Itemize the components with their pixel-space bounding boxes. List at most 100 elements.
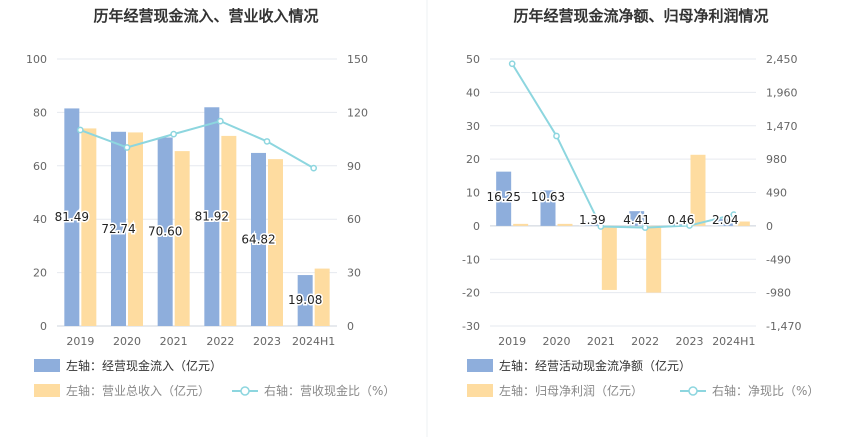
left-tick-label: 0 — [473, 220, 480, 233]
legend-marker — [688, 386, 698, 396]
left-tick-label: 0 — [40, 320, 47, 333]
left-tick-label: 30 — [466, 120, 480, 133]
line-point — [76, 126, 84, 134]
bar-primary — [204, 107, 220, 327]
legend-label: 左轴：经营活动现金流净额（亿元） — [499, 358, 691, 373]
left-tick-label: 100 — [26, 53, 47, 66]
data-label: 81.92 — [195, 210, 229, 224]
line-point — [310, 164, 318, 172]
line-point — [216, 117, 224, 125]
left-tick-label: -20 — [462, 287, 480, 300]
data-label: 72.74 — [101, 222, 135, 236]
line-point — [597, 223, 605, 230]
x-tick-label: 2023 — [676, 335, 704, 348]
right-tick-label: 0 — [347, 320, 354, 333]
legend-label: 右轴：净现比（%） — [712, 383, 819, 398]
line-point — [641, 224, 649, 231]
bar-secondary — [734, 221, 750, 226]
chart-title: 历年经营现金流净额、归母净利润情况 — [513, 7, 768, 25]
legend-label: 左轴：经营现金流入（亿元） — [66, 358, 222, 373]
right-tick-label: 60 — [347, 213, 361, 226]
data-label: 16.25 — [486, 190, 520, 204]
left-tick-label: 50 — [466, 53, 480, 66]
legend-marker — [240, 386, 250, 396]
bar-secondary — [513, 223, 529, 226]
series-line — [511, 63, 735, 229]
left-tick-label: -10 — [462, 253, 480, 266]
right-tick-label: -490 — [766, 253, 791, 266]
line-point — [553, 132, 560, 140]
bar-secondary — [268, 159, 283, 326]
line-point — [508, 60, 516, 68]
right-tick-label: 120 — [347, 106, 368, 119]
bar-primary — [496, 171, 512, 226]
data-label: 4.41 — [623, 213, 650, 227]
x-tick-label: 2024H1 — [292, 335, 335, 348]
right-tick-label: -980 — [766, 287, 791, 300]
bar-secondary — [81, 128, 97, 326]
legend-label: 左轴：归母净利润（亿元） — [499, 383, 643, 398]
data-label: 81.49 — [55, 210, 89, 224]
data-label: 19.08 — [288, 293, 322, 307]
bar-primary — [584, 221, 600, 226]
line-point — [123, 144, 131, 151]
bar-primary — [629, 211, 645, 226]
x-tick-label: 2019 — [66, 335, 94, 348]
bar-primary — [717, 219, 733, 226]
bar-primary — [297, 275, 313, 326]
left-tick-label: 60 — [33, 160, 47, 173]
right-tick-label: 90 — [347, 160, 361, 173]
data-label: 0.46 — [668, 213, 695, 227]
bar-primary — [111, 131, 126, 326]
bar-secondary — [128, 132, 143, 326]
data-label: 10.63 — [531, 190, 565, 204]
right-tick-label: 980 — [766, 153, 787, 166]
series-line — [79, 120, 315, 169]
x-tick-label: 2020 — [113, 335, 141, 348]
bar-primary — [157, 137, 173, 326]
right-tick-label: 150 — [347, 53, 368, 66]
bar-secondary — [174, 151, 190, 326]
right-tick-label: 1,470 — [766, 120, 798, 133]
left-tick-label: 20 — [33, 267, 47, 280]
data-label: 64.82 — [241, 232, 275, 246]
data-label: 1.39 — [579, 213, 606, 227]
data-label: 70.60 — [148, 225, 182, 239]
x-tick-label: 2020 — [543, 335, 571, 348]
bar-secondary — [221, 135, 237, 326]
bar-secondary — [646, 225, 662, 293]
line-point — [263, 138, 271, 145]
legend-label: 左轴：营业总收入（亿元） — [66, 383, 210, 398]
right-tick-label: -1,470 — [766, 320, 801, 333]
right-tick-label: 2,450 — [766, 53, 798, 66]
line-point — [730, 211, 738, 218]
right-tick-label: 30 — [347, 267, 361, 280]
x-tick-label: 2022 — [631, 335, 659, 348]
left-tick-label: -30 — [462, 320, 480, 333]
bar-primary — [64, 108, 80, 327]
bar-secondary — [314, 268, 330, 326]
x-tick-label: 2021 — [587, 335, 615, 348]
x-tick-label: 2024H1 — [712, 335, 755, 348]
bar-secondary — [690, 154, 706, 226]
legend-label: 右轴：营收现金比（%） — [264, 383, 395, 398]
x-tick-label: 2021 — [160, 335, 188, 348]
bar-secondary — [601, 225, 617, 290]
bar-primary — [540, 190, 556, 226]
left-tick-label: 20 — [466, 153, 480, 166]
legend-swatch — [467, 384, 493, 397]
x-tick-label: 2023 — [253, 335, 281, 348]
line-point — [170, 130, 178, 138]
bar-secondary — [557, 223, 573, 226]
line-point — [686, 222, 693, 229]
legend-swatch — [34, 384, 60, 397]
chart-title: 历年经营现金流入、营业收入情况 — [93, 7, 318, 25]
right-tick-label: 490 — [766, 187, 787, 200]
left-tick-label: 10 — [466, 187, 480, 200]
bar-primary — [251, 152, 266, 326]
left-tick-label: 80 — [33, 106, 47, 119]
x-tick-label: 2019 — [498, 335, 526, 348]
right-tick-label: 0 — [766, 220, 773, 233]
